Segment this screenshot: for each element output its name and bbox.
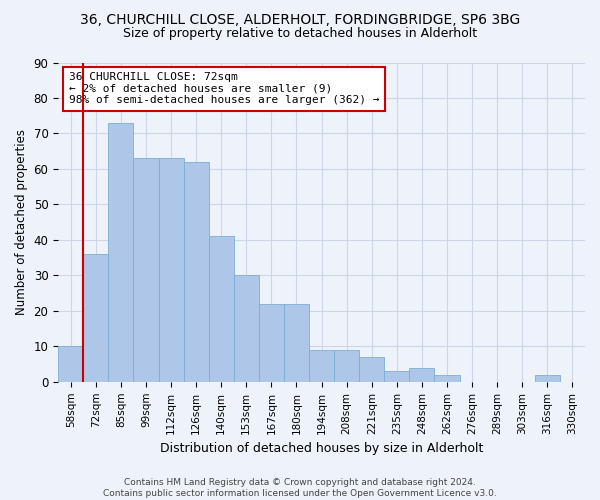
Bar	[535, 374, 560, 382]
Text: Size of property relative to detached houses in Alderholt: Size of property relative to detached ho…	[123, 28, 477, 40]
Bar	[184, 162, 209, 382]
Bar	[409, 368, 434, 382]
Bar	[58, 346, 83, 382]
Bar	[259, 304, 284, 382]
Bar	[158, 158, 184, 382]
Bar	[359, 357, 384, 382]
Bar	[83, 254, 109, 382]
Text: Contains HM Land Registry data © Crown copyright and database right 2024.
Contai: Contains HM Land Registry data © Crown c…	[103, 478, 497, 498]
X-axis label: Distribution of detached houses by size in Alderholt: Distribution of detached houses by size …	[160, 442, 483, 455]
Text: 36 CHURCHILL CLOSE: 72sqm
← 2% of detached houses are smaller (9)
98% of semi-de: 36 CHURCHILL CLOSE: 72sqm ← 2% of detach…	[68, 72, 379, 106]
Y-axis label: Number of detached properties: Number of detached properties	[15, 129, 28, 315]
Bar	[334, 350, 359, 382]
Bar	[434, 374, 460, 382]
Bar	[234, 276, 259, 382]
Bar	[133, 158, 158, 382]
Bar	[209, 236, 234, 382]
Bar	[309, 350, 334, 382]
Bar	[384, 371, 409, 382]
Bar	[284, 304, 309, 382]
Text: 36, CHURCHILL CLOSE, ALDERHOLT, FORDINGBRIDGE, SP6 3BG: 36, CHURCHILL CLOSE, ALDERHOLT, FORDINGB…	[80, 12, 520, 26]
Bar	[109, 123, 133, 382]
